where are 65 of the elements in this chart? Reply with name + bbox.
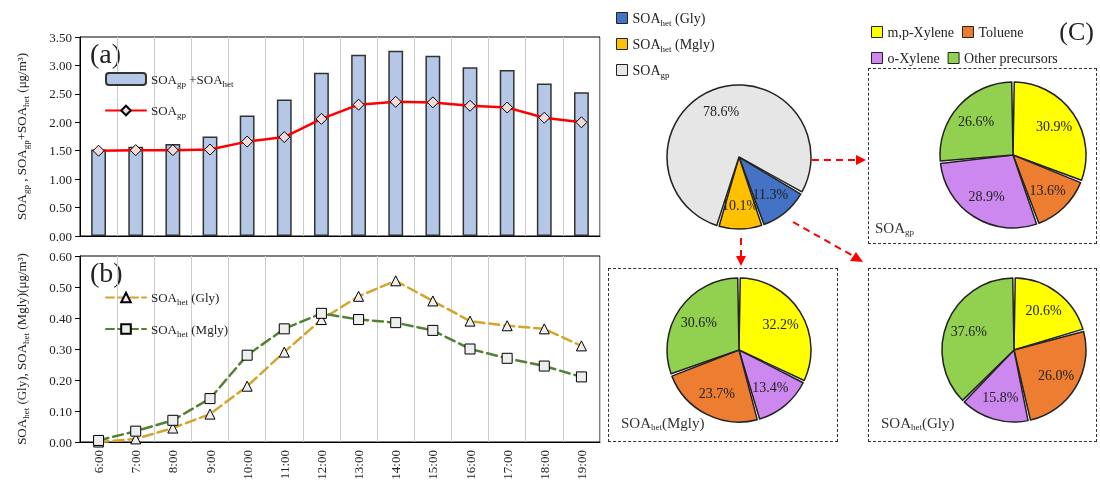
y-tick-label: 2.50 — [49, 86, 72, 102]
data-label: 23.7% — [698, 386, 736, 402]
y-tick-label: 0.30 — [49, 341, 72, 357]
data-label: 30.9% — [1035, 119, 1073, 135]
y-tick-label: 1.00 — [49, 171, 72, 187]
x-tick-label: 16:00 — [462, 450, 478, 480]
bar — [536, 83, 552, 236]
bar — [128, 146, 144, 236]
data-label: 37.6% — [950, 323, 988, 339]
bar — [91, 149, 106, 236]
y-tick-label: 0.00 — [49, 434, 72, 450]
x-tick-label: 8:00 — [165, 450, 181, 474]
y-tick-label: 2.00 — [49, 114, 72, 130]
data-label: 20.6% — [1025, 303, 1062, 319]
data-label: 28.9% — [968, 189, 1005, 205]
legend-label: o-Xylene — [887, 50, 940, 66]
y-tick-label: 0.50 — [49, 200, 72, 216]
text: (C) — [1059, 16, 1095, 46]
x-tick-label: 11:00 — [276, 450, 292, 480]
y-tick-label: 0.10 — [49, 403, 72, 419]
x-tick-label: 7:00 — [128, 450, 144, 474]
y-tick-label: 0.40 — [49, 310, 72, 326]
y-tick-label: 3.50 — [49, 29, 72, 45]
bar — [388, 50, 404, 236]
x-tick-label: 14:00 — [388, 450, 404, 480]
x-tick-label: 12:00 — [313, 450, 329, 480]
y-tick-label: 0.60 — [49, 248, 72, 264]
bar — [462, 67, 478, 236]
y-axis-title: SOAhet (Gly), SOAhet (Mgly)(μg/m³) — [13, 253, 31, 445]
y-tick-label: 0.00 — [49, 228, 72, 244]
x-tick-label: 6:00 — [91, 450, 107, 474]
data-label: 15.8% — [982, 389, 1019, 405]
bar — [314, 72, 329, 236]
x-tick-label: 18:00 — [536, 450, 552, 480]
bar — [499, 69, 515, 236]
y-tick-label: 3.00 — [49, 57, 72, 73]
data-label: 78.6% — [702, 103, 740, 119]
data-label: 32.2% — [762, 316, 799, 332]
bar — [202, 136, 218, 236]
x-tick-label: 17:00 — [499, 450, 515, 480]
bar — [239, 115, 255, 236]
legend-label: Toluene — [978, 24, 1024, 40]
y-tick-label: 0.50 — [49, 279, 72, 295]
bar — [574, 92, 589, 236]
x-tick-label: 10:00 — [239, 450, 255, 480]
bar — [276, 99, 292, 236]
x-tick-label: 15:00 — [425, 450, 441, 480]
data-label: 26.6% — [958, 114, 995, 130]
y-tick-label: 1.50 — [49, 143, 72, 159]
data-label: 13.6% — [1029, 183, 1067, 199]
data-label: 30.6% — [680, 314, 718, 330]
annotation: (b) — [90, 256, 123, 288]
bar — [351, 54, 366, 236]
x-tick-label: 9:00 — [202, 450, 218, 474]
legend-label: m,p-Xylene — [887, 24, 954, 40]
data-label: 26.0% — [1037, 367, 1075, 383]
data-label: 13.4% — [752, 380, 789, 396]
x-tick-label: 13:00 — [351, 450, 367, 480]
data-label: 11.3% — [752, 187, 789, 203]
y-axis-title: SOAgp , SOAgp+SOAhet (μg/m³) — [13, 52, 31, 221]
y-tick-label: 0.20 — [49, 372, 72, 388]
legend-label: Other precursors — [964, 50, 1058, 66]
bar — [425, 55, 441, 236]
bar — [165, 143, 181, 236]
x-tick-label: 19:00 — [573, 450, 589, 480]
